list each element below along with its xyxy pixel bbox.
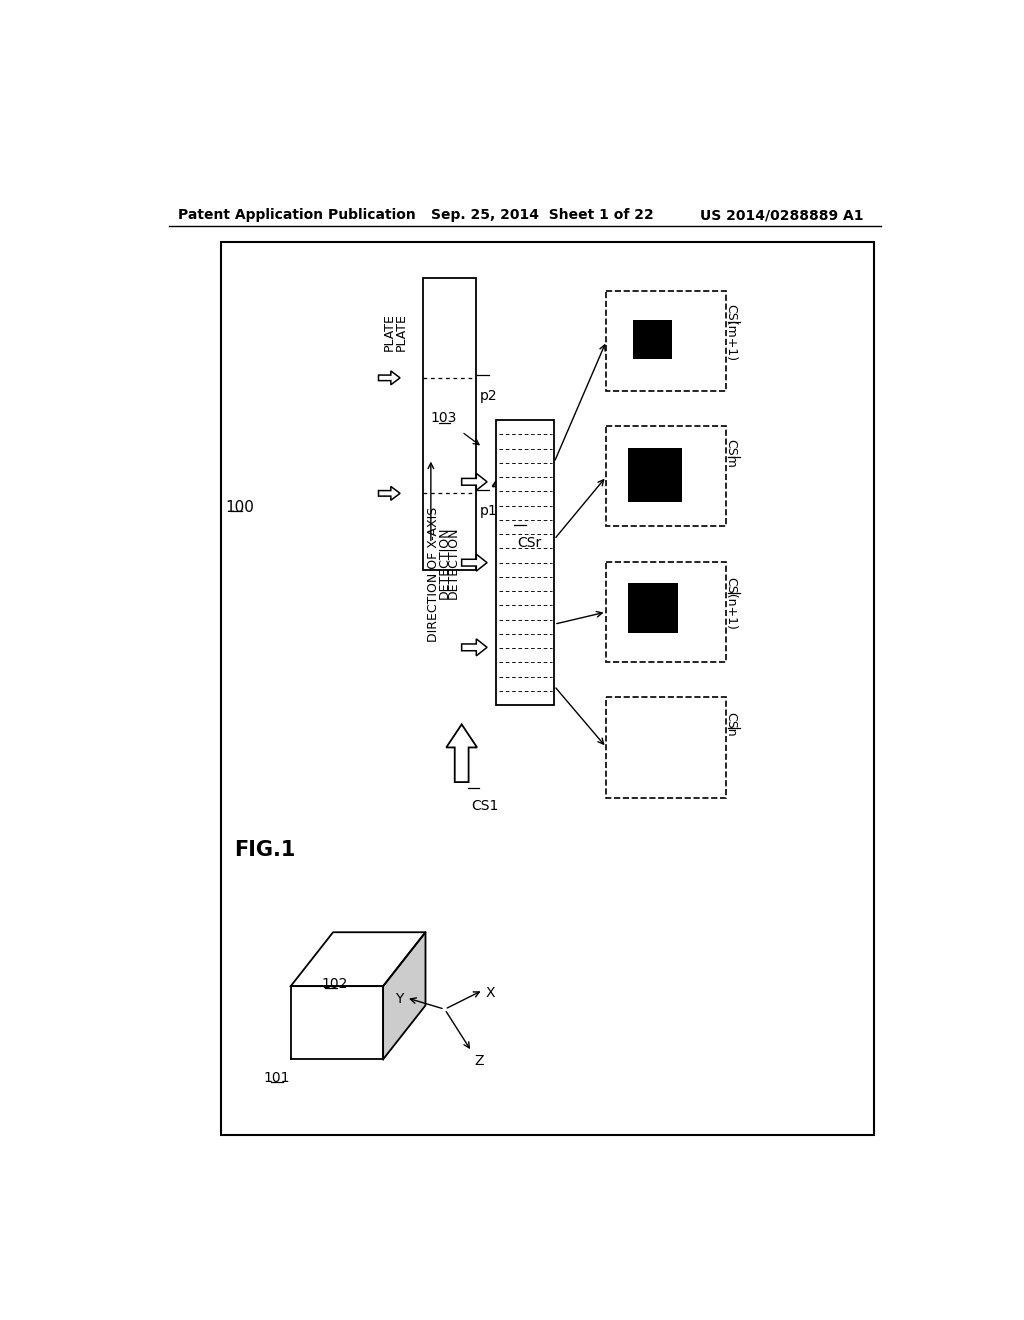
Text: 103: 103 [431,411,458,425]
Bar [606,426,726,527]
Text: Patent Application Publication: Patent Application Publication [178,209,416,223]
Bar [606,290,726,391]
Text: Sep. 25, 2014  Sheet 1 of 22: Sep. 25, 2014 Sheet 1 of 22 [431,209,653,223]
Bar [628,583,678,634]
Polygon shape [383,932,425,1059]
Text: p1: p1 [479,504,497,519]
Text: CSm: CSm [724,438,737,467]
Bar [221,242,874,1135]
Polygon shape [446,725,477,781]
Text: 100: 100 [225,499,254,515]
Text: 102: 102 [322,977,348,991]
Text: 101: 101 [264,1071,290,1085]
Text: DETECTION: DETECTION [446,527,460,599]
Polygon shape [379,487,400,500]
Bar [423,277,475,570]
Text: CSn: CSn [724,711,737,737]
Text: p2: p2 [479,388,497,403]
Polygon shape [291,986,383,1059]
Text: US 2014/0288889 A1: US 2014/0288889 A1 [700,209,864,223]
Polygon shape [379,371,400,385]
Text: X: X [485,986,495,1001]
Text: CS1: CS1 [471,799,499,813]
Text: Z: Z [474,1053,483,1068]
Text: CS(m+1): CS(m+1) [724,304,737,360]
Text: DETECTION: DETECTION [437,527,451,599]
Text: PLATE: PLATE [395,313,409,351]
Polygon shape [462,554,487,572]
Bar [634,321,672,359]
Bar [628,447,682,502]
Polygon shape [462,474,487,490]
Text: CS(n+1): CS(n+1) [724,577,737,630]
Text: Y: Y [394,993,403,1006]
Bar [606,697,726,797]
Text: CSr: CSr [517,536,542,549]
Text: DIRECTION OF X-AXIS: DIRECTION OF X-AXIS [427,507,439,642]
Text: PLATE: PLATE [383,313,396,351]
Bar [497,420,554,705]
Polygon shape [462,639,487,656]
Text: FIG.1: FIG.1 [234,840,296,859]
Polygon shape [493,463,523,519]
Bar [606,562,726,663]
